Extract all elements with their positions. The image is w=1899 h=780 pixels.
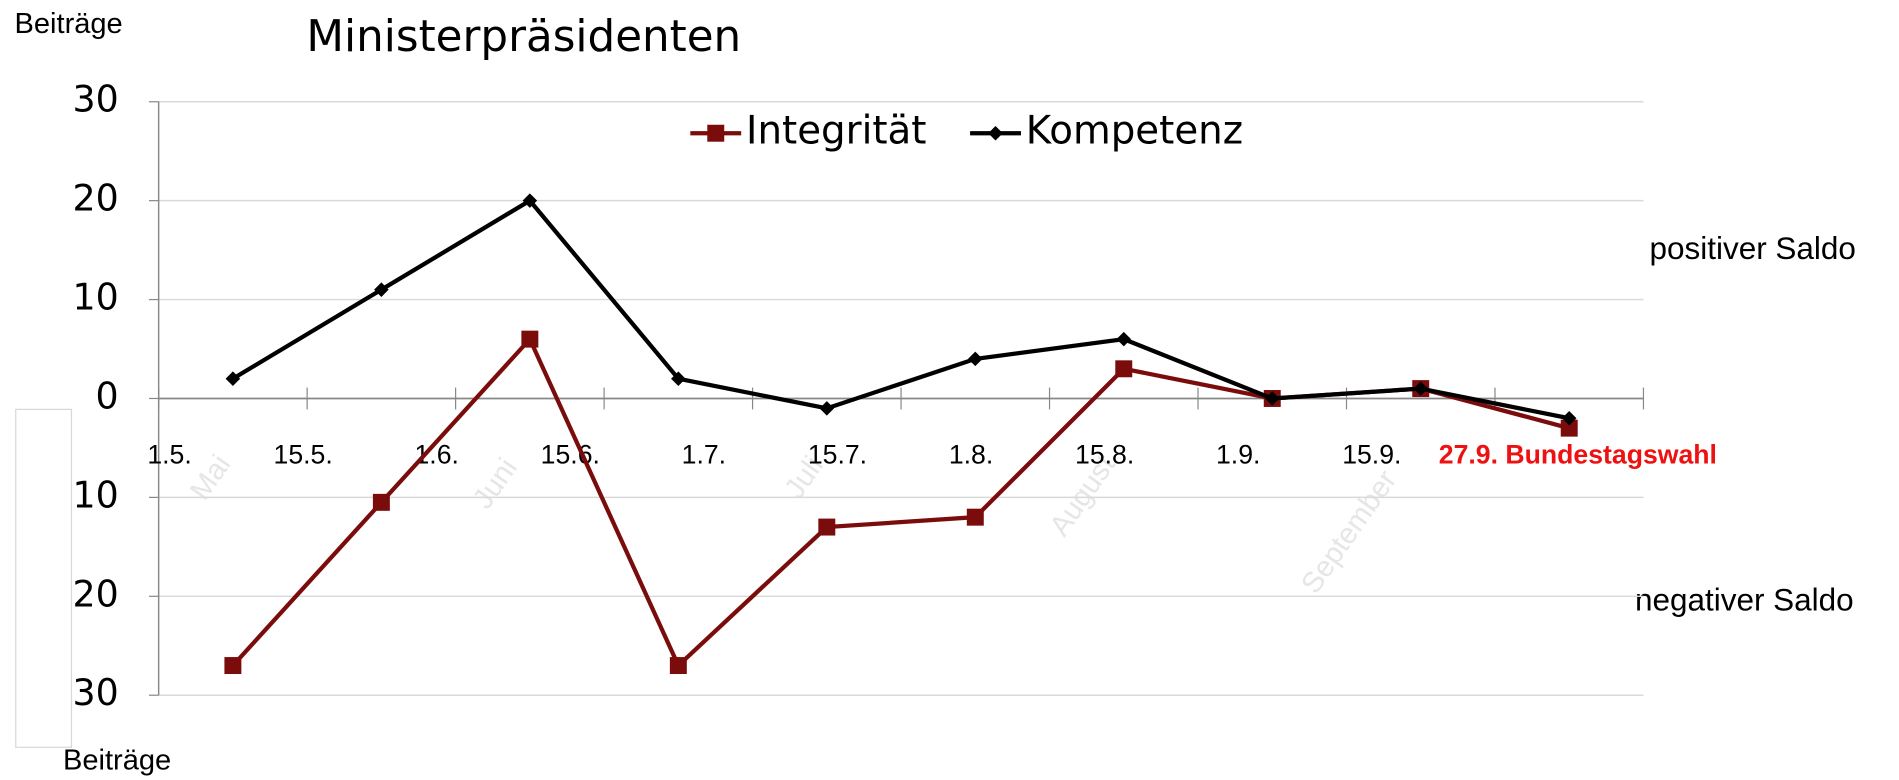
y-tick-label: 30 — [72, 78, 118, 121]
marker — [1115, 360, 1133, 378]
date-label: 1.9. — [1216, 440, 1260, 470]
marker — [1561, 410, 1577, 426]
y-tick-label: 10 — [72, 276, 118, 319]
y-tick-label: 20 — [72, 177, 118, 220]
month-watermark: September — [1295, 465, 1403, 600]
marker — [522, 193, 538, 208]
date-label: 1.5. — [147, 440, 191, 470]
y-tick-label: 20 — [72, 572, 118, 615]
y-tick-label: 10 — [72, 473, 118, 516]
marker — [988, 125, 1003, 141]
marker — [819, 401, 835, 416]
series-line — [231, 197, 1570, 421]
date-label: 1.7. — [682, 440, 726, 470]
side-box — [15, 408, 73, 748]
y-tick-label: 30 — [72, 671, 118, 714]
legend-label: Integrität — [746, 109, 926, 154]
marker — [225, 371, 241, 386]
date-label: 1.8. — [949, 440, 993, 470]
date-label: 15.7. — [808, 440, 867, 470]
date-label: 27.9. Bundestagswahl — [1439, 440, 1717, 470]
marker — [669, 657, 687, 675]
marker — [224, 657, 242, 675]
annotation: positiver Saldo — [1650, 231, 1856, 266]
marker — [966, 508, 984, 526]
marker — [1413, 381, 1429, 396]
y-tick-label: 0 — [96, 374, 119, 417]
marker — [1264, 391, 1280, 406]
marker — [1116, 331, 1132, 347]
date-label: 15.6. — [541, 440, 600, 470]
marker — [671, 371, 686, 386]
marker — [372, 493, 390, 511]
annotation: negativer Saldo — [1635, 582, 1854, 617]
date-label: 15.9. — [1342, 440, 1401, 470]
marker — [1560, 419, 1578, 437]
month-watermark: Juni — [467, 453, 524, 515]
chart-title: Ministerpräsidenten — [306, 12, 741, 62]
marker — [521, 330, 539, 348]
marker — [968, 351, 983, 367]
marker — [818, 518, 836, 536]
y-label-bottom: Beiträge — [63, 745, 171, 777]
date-label: 15.5. — [274, 440, 333, 470]
legend-label: Kompetenz — [1026, 109, 1243, 154]
date-label: 15.8. — [1075, 440, 1134, 470]
y-label-top: Beiträge — [15, 8, 123, 40]
marker — [707, 124, 725, 142]
marker — [374, 282, 389, 297]
